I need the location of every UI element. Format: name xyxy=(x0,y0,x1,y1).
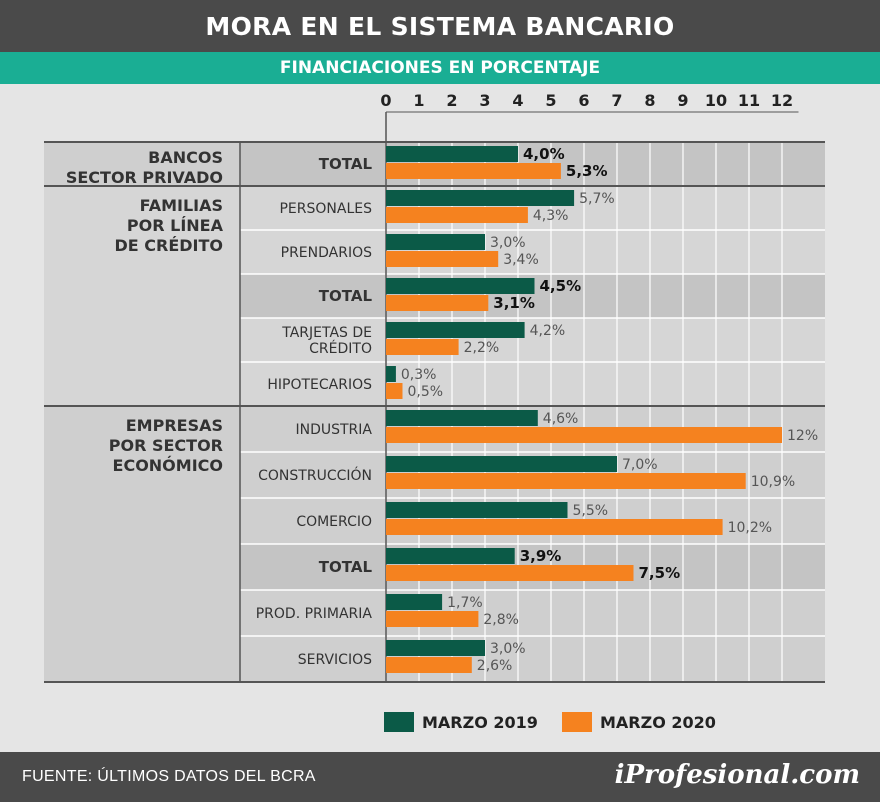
group-label: FAMILIAS xyxy=(140,196,223,215)
legend-swatch-2020 xyxy=(562,712,592,732)
legend-label-2019: MARZO 2019 xyxy=(422,712,538,732)
x-tick-label: 11 xyxy=(738,91,760,110)
x-tick-label: 9 xyxy=(677,91,688,110)
row-label: INDUSTRIA xyxy=(295,422,372,438)
legend-swatch-2019 xyxy=(384,712,414,732)
row-label: TOTAL xyxy=(319,287,373,305)
value-label: 7,0% xyxy=(622,457,658,473)
group-label: DE CRÉDITO xyxy=(114,236,223,255)
value-label: 7,5% xyxy=(639,564,681,582)
value-label: 4,6% xyxy=(543,411,579,427)
bar xyxy=(386,322,525,338)
value-label: 5,5% xyxy=(573,503,609,519)
bar xyxy=(386,163,561,179)
value-label: 5,3% xyxy=(566,162,608,180)
x-tick-label: 5 xyxy=(545,91,556,110)
row-label: TOTAL xyxy=(319,558,373,576)
bar xyxy=(386,594,443,610)
bar xyxy=(386,456,617,472)
bar xyxy=(386,565,634,581)
group-label: BANCOS xyxy=(148,148,223,167)
bar xyxy=(386,640,485,656)
row-label: CRÉDITO xyxy=(309,340,372,357)
row-label: SERVICIOS xyxy=(298,652,372,668)
legend-label-2020: MARZO 2020 xyxy=(600,712,716,732)
bar xyxy=(386,207,528,223)
x-tick-label: 0 xyxy=(380,91,391,110)
bar xyxy=(386,383,403,399)
x-tick-label: 8 xyxy=(644,91,655,110)
row-label: CONSTRUCCIÓN xyxy=(258,466,372,484)
value-label: 4,0% xyxy=(523,145,565,163)
value-label: 4,3% xyxy=(533,208,569,224)
brand-logo: iProfesional.com xyxy=(614,760,860,790)
value-label: 10,2% xyxy=(728,520,772,536)
value-label: 4,5% xyxy=(540,277,582,295)
value-label: 0,5% xyxy=(408,384,444,400)
value-label: 5,7% xyxy=(579,191,615,207)
bar xyxy=(386,548,515,564)
bar xyxy=(386,502,568,518)
row-label: PRENDARIOS xyxy=(281,245,372,261)
value-label: 3,0% xyxy=(490,235,526,251)
value-label: 12% xyxy=(787,428,818,444)
group-label: SECTOR PRIVADO xyxy=(66,168,223,187)
x-tick-label: 10 xyxy=(705,91,727,110)
x-tick-label: 7 xyxy=(611,91,622,110)
value-label: 2,8% xyxy=(483,612,519,628)
value-label: 4,2% xyxy=(530,323,566,339)
chart-title: MORA EN EL SISTEMA BANCARIO xyxy=(0,0,880,52)
row-label: COMERCIO xyxy=(296,514,372,530)
value-label: 3,0% xyxy=(490,641,526,657)
bar xyxy=(386,473,746,489)
value-label: 2,2% xyxy=(464,340,500,356)
bar xyxy=(386,190,575,206)
legend-item-2020: MARZO 2020 xyxy=(562,712,716,732)
row-label: TARJETAS DE xyxy=(281,325,372,341)
bar xyxy=(386,366,396,382)
bar xyxy=(386,410,538,426)
group-label: EMPRESAS xyxy=(126,416,223,435)
x-tick-label: 4 xyxy=(512,91,523,110)
value-label: 3,1% xyxy=(493,294,535,312)
chart-subtitle: FINANCIACIONES EN PORCENTAJE xyxy=(0,52,880,84)
bar xyxy=(386,251,499,267)
group-label: POR SECTOR xyxy=(109,436,223,455)
row-label: TOTAL xyxy=(319,155,373,173)
group-label: POR LÍNEA xyxy=(127,216,224,235)
group-label: ECONÓMICO xyxy=(113,456,223,475)
bar xyxy=(386,519,723,535)
x-tick-label: 6 xyxy=(578,91,589,110)
value-label: 3,9% xyxy=(520,547,562,565)
bar xyxy=(386,295,489,311)
source-note: FUENTE: ÚLTIMOS DATOS DEL BCRA xyxy=(22,768,316,785)
row-label: HIPOTECARIOS xyxy=(267,377,372,393)
bar xyxy=(386,339,459,355)
value-label: 1,7% xyxy=(447,595,483,611)
value-label: 2,6% xyxy=(477,658,513,674)
x-tick-label: 12 xyxy=(771,91,793,110)
row-label: PROD. PRIMARIA xyxy=(256,606,373,622)
x-tick-label: 2 xyxy=(446,91,457,110)
value-label: 3,4% xyxy=(503,252,539,268)
value-label: 0,3% xyxy=(401,367,437,383)
row-label: PERSONALES xyxy=(279,201,372,217)
bar xyxy=(386,234,485,250)
footer: FUENTE: ÚLTIMOS DATOS DEL BCRA iProfesio… xyxy=(0,752,880,802)
x-tick-label: 3 xyxy=(479,91,490,110)
x-tick-label: 1 xyxy=(413,91,424,110)
bar xyxy=(386,278,535,294)
legend-item-2019: MARZO 2019 xyxy=(384,712,538,732)
bar xyxy=(386,611,479,627)
bar xyxy=(386,657,472,673)
bar xyxy=(386,427,782,443)
bar xyxy=(386,146,518,162)
value-label: 10,9% xyxy=(751,474,795,490)
